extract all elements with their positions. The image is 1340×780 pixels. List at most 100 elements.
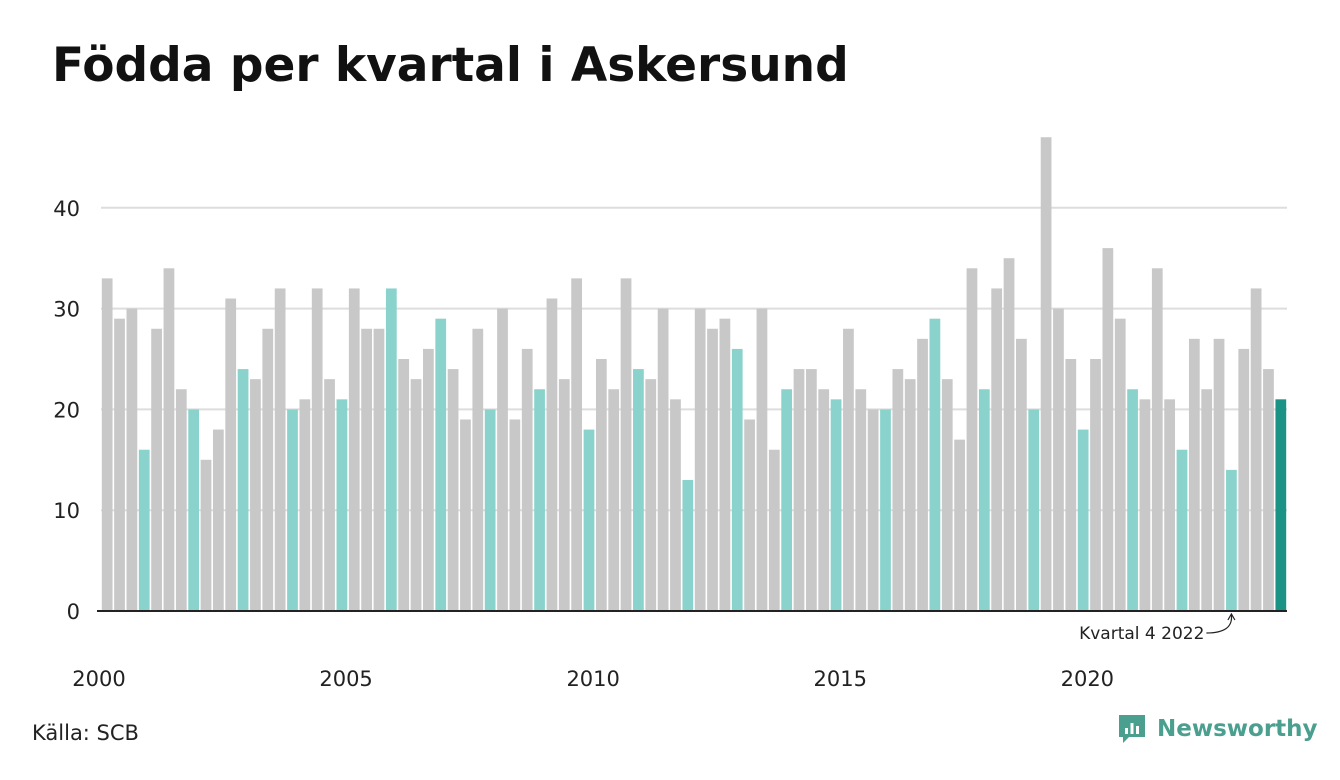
bar [904,379,916,611]
bar [250,379,261,611]
bar [966,268,978,611]
bar [373,328,385,611]
bar [1077,429,1089,611]
bar [262,328,274,611]
bar [138,449,150,611]
bar [101,278,113,611]
bar [361,328,372,611]
bars [101,137,1287,612]
bar [682,479,694,611]
bar [929,318,941,611]
bar [793,369,805,611]
bar [571,278,583,611]
bar [731,348,743,611]
bar [694,308,706,611]
bar [1188,338,1200,611]
bar [843,328,854,611]
bar [521,348,533,611]
bar [423,348,434,611]
bar [1016,338,1027,611]
gridlines [101,206,1287,512]
x-tick-label: 2020 [1061,667,1114,691]
bar [892,369,904,611]
bar [805,369,817,611]
bar [1102,248,1114,611]
bar [287,409,298,611]
bar [163,268,175,611]
bar [274,288,286,611]
bar [1127,389,1138,611]
brand-logo: Newsworthy [1117,713,1318,745]
bar [583,429,595,611]
bar [1250,288,1262,611]
bar [225,298,237,611]
bar [719,318,731,611]
x-tick-label: 2015 [814,667,867,691]
bar [1164,399,1176,611]
bar [126,308,138,611]
x-tick-label: 2010 [566,667,619,691]
bar [151,328,162,611]
x-tick-label: 2000 [72,667,125,691]
bar [1263,369,1274,611]
bar [447,369,459,611]
bar [188,409,200,611]
y-tick-label: 0 [67,600,80,624]
bar [1065,359,1077,611]
source-note: Källa: SCB [32,721,139,745]
bar [1040,137,1052,612]
bar [336,399,348,611]
bar [1028,409,1040,611]
bar [435,318,447,611]
y-tick-label: 20 [53,398,80,422]
bar-chart: 0 10 20 30 40 2000 2005 2010 2015 2020 Kvartal 4… [53,137,1287,691]
bar [546,298,558,611]
brand-name: Newsworthy [1157,716,1318,742]
bar [509,419,521,611]
bar [657,308,669,611]
bar [484,409,496,611]
bar [620,278,632,611]
annotation-arrow [1206,614,1233,634]
bar [1114,318,1126,611]
bar [633,369,644,611]
bar [1151,268,1163,611]
bar [1053,308,1064,611]
bar [917,338,928,611]
bar [299,399,311,611]
bar [237,369,249,611]
x-tick-label: 2005 [319,667,372,691]
bar [324,379,335,611]
bar [768,449,780,611]
bar [670,399,681,611]
bar [818,389,830,611]
annotation-arrowhead [1227,612,1236,621]
bar [200,459,212,611]
bar [175,389,187,611]
chart-title: Födda per kvartal i Askersund [52,38,849,93]
bar [978,389,990,611]
bar [1213,338,1225,611]
bar [608,389,620,611]
bar [707,328,718,611]
bar [1275,399,1287,611]
bar [954,439,965,611]
bar [460,419,471,611]
bar [1090,359,1101,611]
bar [1003,258,1015,611]
bar [534,389,545,611]
bar [830,399,842,611]
bar [410,379,422,611]
bar [645,379,657,611]
bar [941,379,953,611]
bar [558,379,570,611]
bar [1226,469,1237,611]
bar [385,288,397,611]
y-tick-label: 40 [53,197,80,221]
bar [744,419,755,611]
x-axis-ticks: 2000 2005 2010 2015 2020 [72,667,1114,691]
bar [1139,399,1151,611]
bar [348,288,360,611]
annotation: Kvartal 4 2022 [1079,612,1236,644]
newsworthy-logo-icon [1119,715,1145,743]
